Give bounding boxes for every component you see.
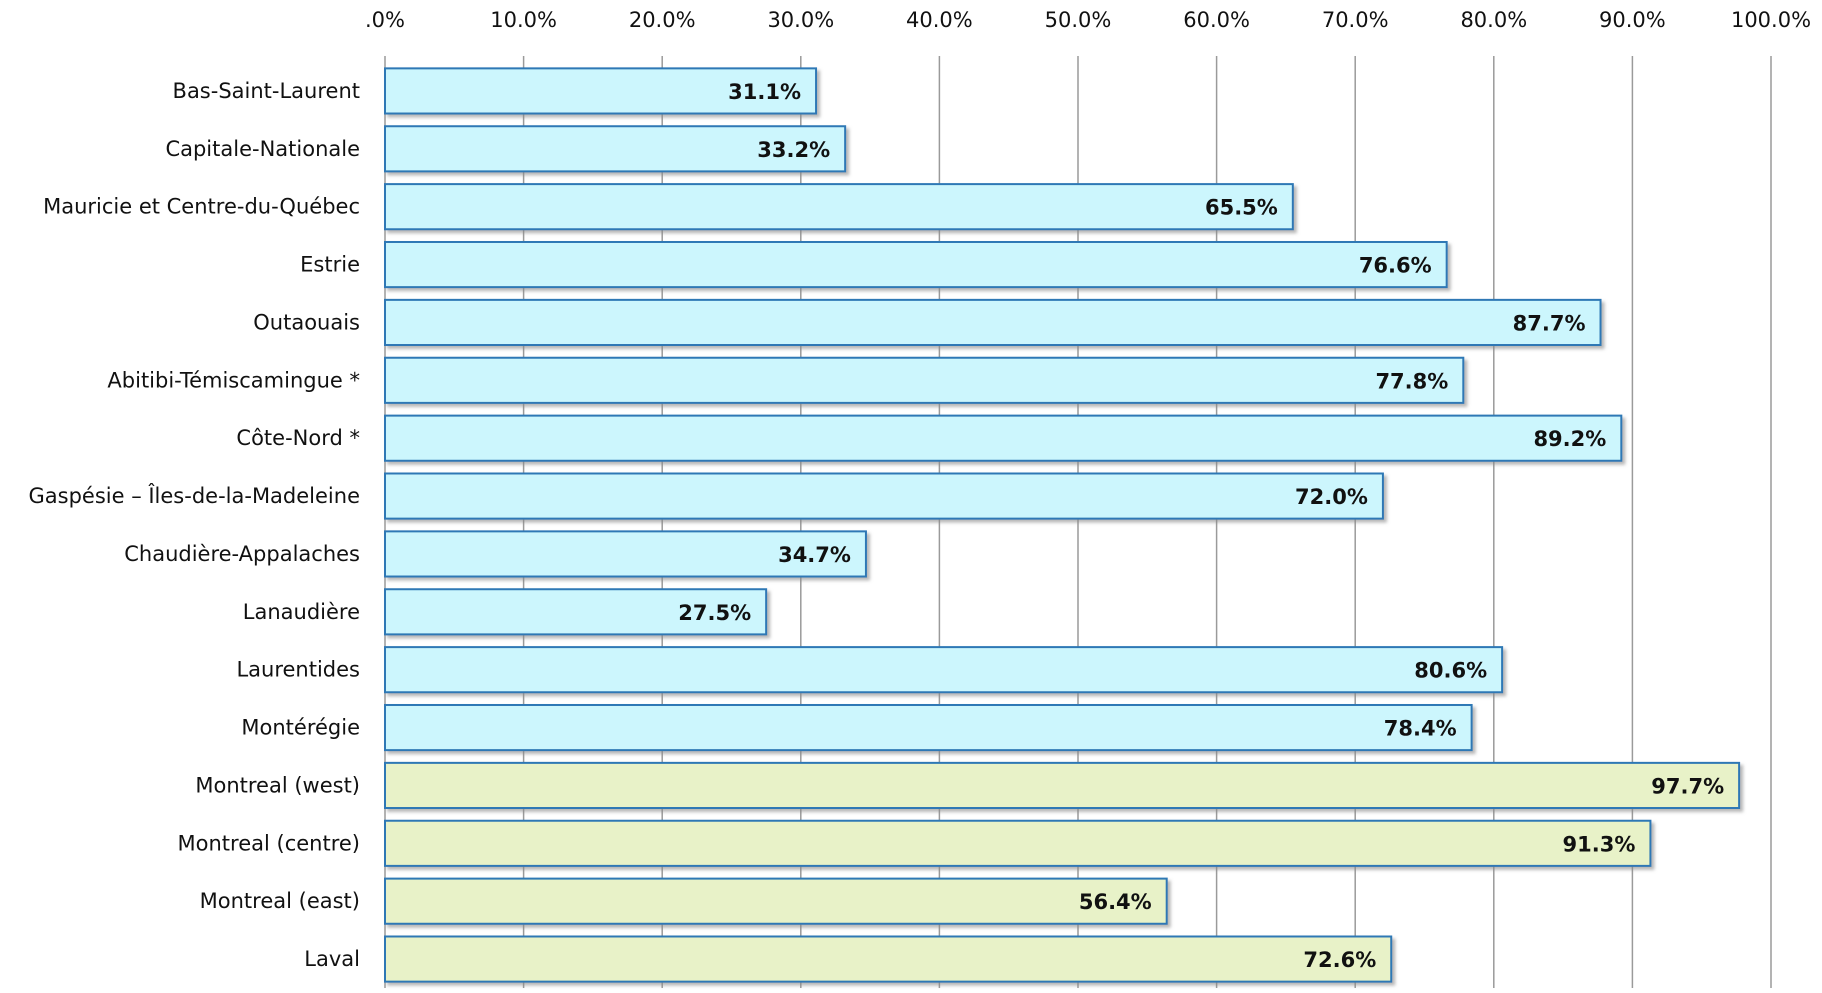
value-label: 89.2% [1533, 427, 1606, 451]
value-label: 97.7% [1651, 774, 1724, 798]
value-label: 56.4% [1079, 890, 1152, 914]
y-tick-label: Laval [304, 947, 360, 971]
y-tick-label: Abitibi-Témiscamingue * [107, 368, 360, 392]
value-label: 27.5% [678, 601, 751, 625]
x-tick-label: 60.0% [1183, 8, 1250, 32]
x-tick-label: 20.0% [629, 8, 696, 32]
y-tick-label: Montérégie [241, 716, 360, 740]
bar [384, 530, 867, 578]
y-tick-label: Chaudière-Appalaches [124, 542, 360, 566]
bar [384, 588, 768, 636]
value-label: 80.6% [1414, 659, 1487, 683]
value-label: 34.7% [778, 543, 851, 567]
bar [384, 183, 1294, 231]
y-tick-label: Bas-Saint-Laurent [173, 79, 360, 103]
bar [384, 414, 1623, 462]
value-label: 65.5% [1205, 196, 1278, 220]
value-label: 33.2% [757, 138, 830, 162]
y-tick-label: Mauricie et Centre-du-Québec [43, 195, 360, 219]
bar [384, 703, 1473, 752]
bar [384, 356, 1465, 404]
x-tick-label: 90.0% [1599, 8, 1666, 32]
value-label: 87.7% [1513, 311, 1586, 335]
y-tick-label: Montreal (centre) [178, 831, 360, 855]
x-tick-label: 40.0% [906, 8, 973, 32]
x-tick-label: 50.0% [1045, 8, 1112, 32]
bar [384, 67, 818, 115]
value-label: 91.3% [1563, 832, 1636, 856]
bar [384, 877, 1168, 925]
value-label: 72.0% [1295, 485, 1368, 509]
y-tick-label: Capitale-Nationale [165, 137, 360, 161]
y-tick-label: Outaouais [253, 310, 360, 334]
y-tick-label: Estrie [300, 253, 360, 277]
bar [384, 298, 1602, 347]
value-label: 77.8% [1375, 369, 1448, 393]
y-tick-label: Côte-Nord * [236, 426, 360, 450]
y-tick-label: Montreal (east) [200, 889, 360, 913]
bar [384, 761, 1741, 810]
y-tick-label: Montreal (west) [195, 773, 360, 797]
bar [384, 125, 847, 173]
bar [384, 819, 1652, 867]
x-tick-label: 30.0% [767, 8, 834, 32]
bar [384, 935, 1393, 983]
value-label: 76.6% [1359, 254, 1432, 278]
y-tick-label: Laurentides [236, 658, 360, 682]
value-label: 31.1% [728, 80, 801, 104]
x-tick-label: 10.0% [490, 8, 557, 32]
bar [384, 646, 1504, 694]
x-tick-label: 80.0% [1460, 8, 1527, 32]
value-label: 72.6% [1303, 948, 1376, 972]
x-tick-label: 70.0% [1322, 8, 1389, 32]
y-tick-label: Lanaudière [243, 600, 360, 624]
x-tick-label: 100.0% [1731, 8, 1811, 32]
bar [384, 472, 1384, 520]
y-tick-label: Gaspésie – Îles-de-la-Madeleine [28, 483, 360, 508]
bar [384, 240, 1448, 289]
value-label: 78.4% [1384, 717, 1457, 741]
x-tick-label: .0% [365, 8, 405, 32]
